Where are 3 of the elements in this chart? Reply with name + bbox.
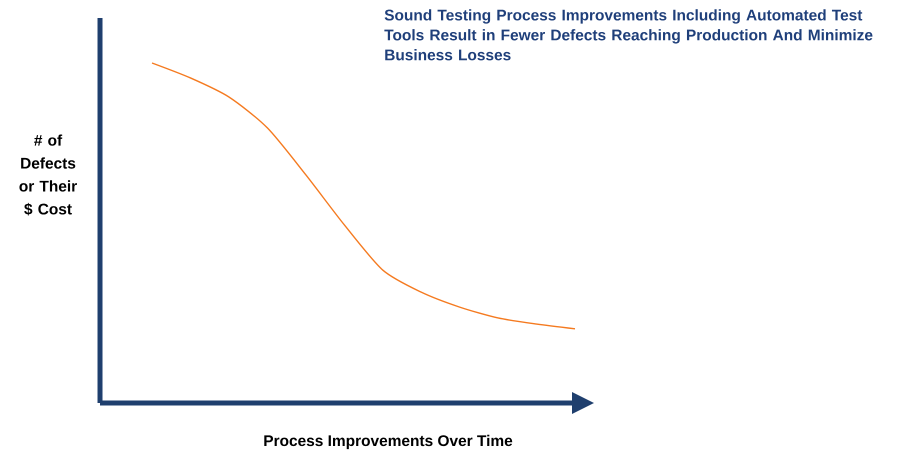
y-axis-title: # of Defects or Their $ Cost [19, 134, 77, 216]
text: Sound Testing Process Improvements Including Automated Test Tools Result in Fewer Defects Reaching Production And Minimize Business Losses [384, 9, 872, 60]
x-axis-title: Process Improvements Over Time [264, 434, 512, 450]
